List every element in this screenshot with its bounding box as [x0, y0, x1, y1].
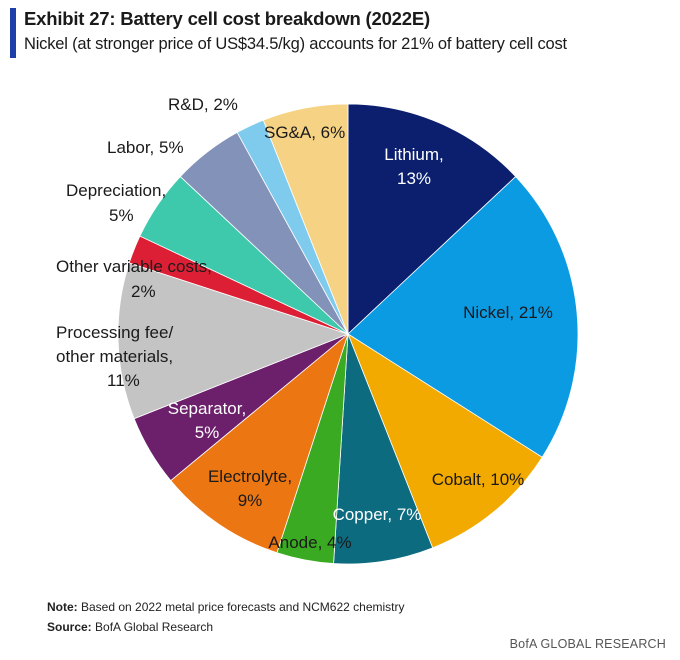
slice-label-processing-fee-other-materials-line2: other materials,	[56, 347, 173, 366]
title-accent-bar	[10, 8, 16, 58]
footer-note: Note: Based on 2022 metal price forecast…	[47, 600, 405, 614]
slice-label-other-variable-costs: Other variable costs,	[56, 257, 212, 276]
slice-label-depreciation: Depreciation,	[66, 181, 166, 200]
brand-logo: BofA GLOBAL RESEARCH	[509, 637, 666, 651]
slice-label-separator-line2: 5%	[195, 423, 220, 442]
pie-slice-lithium	[347, 103, 517, 335]
pie-chart: Lithium, 13% Nickel, 21% Cobalt, 10% Copper,…	[56, 95, 579, 565]
slice-label-processing-fee-other-materials: Processing fee/	[56, 323, 173, 342]
source-label: Source:	[47, 620, 92, 634]
slice-label-other-variable-costs-line2: 2%	[131, 282, 156, 301]
pie-slice-cobalt	[347, 333, 543, 549]
slice-label-sg-a: SG&A, 6%	[264, 123, 345, 142]
pie-slice-nickel	[347, 175, 579, 458]
note-text: Based on 2022 metal price forecasts and …	[77, 600, 405, 614]
slice-label-labor: Labor, 5%	[107, 138, 184, 157]
slice-label-separator: Separator,	[168, 399, 246, 418]
pie-slice-electrolyte	[170, 332, 349, 554]
pie-slice-processing-fee-other-materials	[117, 262, 350, 420]
footer-source: Source: BofA Global Research	[47, 620, 213, 634]
slice-label-r-d: R&D, 2%	[168, 95, 238, 114]
slice-label-copper: Copper, 7%	[333, 505, 422, 524]
pie-slice-copper	[333, 333, 434, 565]
slice-label-anode: Anode, 4%	[268, 533, 351, 552]
source-text: BofA Global Research	[91, 620, 214, 634]
slice-label-cobalt: Cobalt, 10%	[432, 470, 525, 489]
slice-label-lithium-line2: 13%	[397, 169, 431, 188]
note-label: Note:	[47, 600, 78, 614]
pie-slice-sg-a	[262, 103, 349, 335]
slice-label-depreciation-line2: 5%	[109, 206, 134, 225]
slice-label-processing-fee-other-materials-line3: 11%	[107, 371, 140, 390]
slice-label-electrolyte-line2: 9%	[238, 491, 263, 510]
chart-subtitle: Nickel (at stronger price of US$34.5/kg)…	[24, 35, 567, 53]
slice-label-lithium: Lithium,	[384, 145, 444, 164]
chart-title: Exhibit 27: Battery cell cost breakdown …	[24, 8, 430, 29]
slice-label-electrolyte: Electrolyte,	[208, 467, 292, 486]
slice-label-nickel: Nickel, 21%	[463, 303, 553, 322]
